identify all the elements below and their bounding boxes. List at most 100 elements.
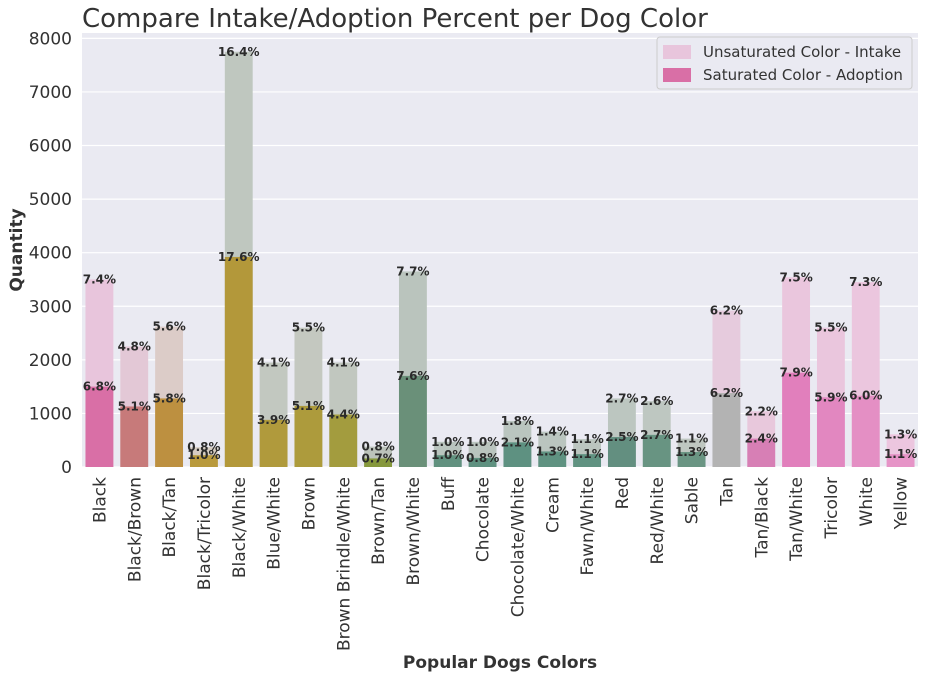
adoption-percent-label: 2.1% xyxy=(501,435,534,449)
y-axis-label: Quantity xyxy=(7,208,27,291)
x-tick-label: Sable xyxy=(683,477,703,524)
adoption-bar xyxy=(155,398,184,467)
adoption-percent-label: 1.3% xyxy=(536,444,569,458)
intake-percent-label: 1.3% xyxy=(884,427,917,441)
adoption-percent-label: 5.1% xyxy=(292,399,325,413)
x-tick-label: Blue/White xyxy=(265,477,285,570)
adoption-bar xyxy=(189,455,218,467)
legend: Unsaturated Color - Intake Saturated Col… xyxy=(656,36,913,90)
y-tick-label: 0 xyxy=(61,458,72,478)
adoption-percent-label: 2.7% xyxy=(640,428,673,442)
intake-percent-label: 5.5% xyxy=(292,321,325,335)
x-tick-label: Buff xyxy=(439,476,459,511)
intake-percent-label: 0.8% xyxy=(361,440,394,454)
adoption-bar xyxy=(364,458,393,467)
adoption-percent-label: 7.6% xyxy=(396,369,429,383)
adoption-percent-label: 5.9% xyxy=(814,390,847,404)
adoption-bar xyxy=(503,442,532,467)
adoption-bar xyxy=(329,414,358,467)
legend-label-adoption: Saturated Color - Adoption xyxy=(703,66,903,84)
adoption-bar xyxy=(712,393,741,467)
x-tick-label: Black/White xyxy=(230,477,250,578)
x-tick-label: Chocolate xyxy=(474,477,494,562)
x-tick-label: Black xyxy=(90,477,110,523)
adoption-percent-label: 1.0% xyxy=(187,448,220,462)
x-axis-label: Popular Dogs Colors xyxy=(403,653,597,673)
y-tick-label: 3000 xyxy=(29,297,72,317)
adoption-percent-label: 5.1% xyxy=(118,399,151,413)
x-tick-label: Tricolor xyxy=(822,477,842,539)
x-tick-label: Brown xyxy=(299,477,319,530)
x-tick-label: Fawn/White xyxy=(578,477,598,575)
adoption-bar xyxy=(120,406,149,467)
adoption-percent-label: 0.7% xyxy=(361,451,394,465)
intake-percent-label: 7.7% xyxy=(396,264,429,278)
y-tick-label: 5000 xyxy=(29,190,72,210)
chart-title: Compare Intake/Adoption Percent per Dog … xyxy=(82,4,708,34)
adoption-bar xyxy=(468,457,497,467)
intake-percent-label: 5.6% xyxy=(152,320,185,334)
adoption-percent-label: 0.8% xyxy=(466,451,499,465)
adoption-percent-label: 7.9% xyxy=(779,366,812,380)
adoption-bar xyxy=(85,386,114,467)
adoption-percent-label: 3.9% xyxy=(257,413,290,427)
intake-percent-label: 1.0% xyxy=(466,435,499,449)
intake-percent-label: 4.1% xyxy=(327,356,360,370)
adoption-bar xyxy=(259,419,288,467)
adoption-percent-label: 6.2% xyxy=(710,386,743,400)
adoption-bar xyxy=(294,405,323,467)
adoption-bar xyxy=(851,395,880,467)
adoption-bar xyxy=(747,438,776,467)
x-tick-label: Red xyxy=(613,477,633,509)
data-labels: 7.4%6.8%4.8%5.1%5.6%5.8%0.8%1.0%16.4%17.… xyxy=(83,45,917,466)
x-tick-label: Brown/White xyxy=(404,477,424,586)
bars xyxy=(85,51,915,468)
adoption-bar xyxy=(886,454,915,467)
adoption-bar xyxy=(816,397,845,467)
intake-percent-label: 7.3% xyxy=(849,275,882,289)
intake-percent-label: 1.1% xyxy=(675,432,708,446)
intake-percent-label: 4.8% xyxy=(118,339,151,353)
legend-box xyxy=(656,36,913,90)
intake-percent-label: 1.0% xyxy=(431,435,464,449)
intake-percent-label: 6.2% xyxy=(710,304,743,318)
intake-percent-label: 2.2% xyxy=(745,404,778,418)
intake-percent-label: 16.4% xyxy=(218,45,260,59)
intake-percent-label: 1.4% xyxy=(536,425,569,439)
intake-percent-label: 7.4% xyxy=(83,272,116,286)
adoption-bar xyxy=(433,455,462,467)
adoption-percent-label: 1.1% xyxy=(570,447,603,461)
y-tick-label: 6000 xyxy=(29,137,72,157)
x-tick-label: Black/Tricolor xyxy=(195,477,215,590)
adoption-bar xyxy=(224,256,253,467)
intake-percent-label: 5.5% xyxy=(814,321,847,335)
adoption-bar xyxy=(607,436,636,467)
adoption-percent-label: 6.8% xyxy=(83,380,116,394)
y-tick-label: 1000 xyxy=(29,404,72,424)
legend-label-intake: Unsaturated Color - Intake xyxy=(703,43,901,61)
adoption-bar xyxy=(538,451,567,467)
y-tick-label: 8000 xyxy=(29,29,72,49)
x-tick-label: Yellow xyxy=(892,477,912,530)
y-tick-label: 4000 xyxy=(29,244,72,264)
x-tick-label: Tan/White xyxy=(787,477,807,562)
plot-area xyxy=(82,33,918,467)
intake-percent-label: 2.6% xyxy=(640,394,673,408)
y-axis-ticks: 0 1000 2000 3000 4000 5000 6000 7000 8000 xyxy=(29,29,72,478)
x-tick-label: Tan xyxy=(717,477,737,507)
x-tick-label: Brown/Tan xyxy=(369,477,389,565)
x-tick-label: White xyxy=(857,477,877,526)
adoption-bar xyxy=(782,372,811,467)
adoption-percent-label: 1.0% xyxy=(431,448,464,462)
y-tick-label: 2000 xyxy=(29,351,72,371)
legend-swatch-adoption xyxy=(663,68,691,82)
x-tick-label: Black/Brown xyxy=(125,477,145,582)
adoption-percent-label: 2.5% xyxy=(605,430,638,444)
adoption-bar xyxy=(573,454,602,467)
adoption-percent-label: 5.8% xyxy=(152,391,185,405)
adoption-percent-label: 1.3% xyxy=(675,445,708,459)
x-tick-label: Cream xyxy=(543,477,563,533)
x-tick-label: Red/White xyxy=(648,477,668,564)
intake-percent-label: 1.8% xyxy=(501,414,534,428)
